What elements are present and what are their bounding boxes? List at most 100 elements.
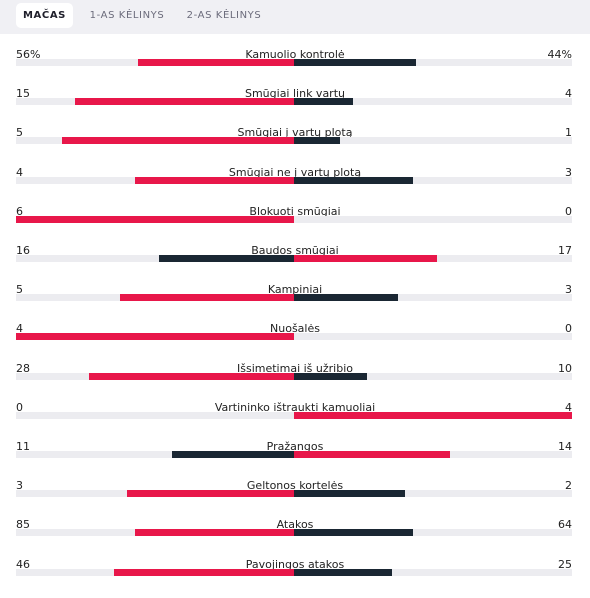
away-value: 1: [565, 126, 572, 140]
stat-row: 15 Smūgiai link vartų 4: [0, 87, 590, 127]
home-bar: [16, 215, 294, 223]
away-value: 4: [565, 400, 572, 414]
stat-label: Pavojingos atakos: [245, 557, 345, 571]
home-value: 3: [16, 479, 23, 493]
away-bar: [294, 59, 417, 66]
away-bar: [294, 568, 392, 576]
stat-bar-track: [16, 98, 572, 106]
away-bar: [294, 255, 438, 262]
home-value: 4: [16, 165, 23, 179]
home-value: 28: [16, 361, 30, 375]
away-value: 25: [558, 557, 572, 571]
stat-row: 5 Smūgiai į vartų plotą 1: [0, 126, 590, 166]
away-value: 64: [558, 518, 572, 532]
home-bar: [135, 529, 294, 537]
tab-first-half[interactable]: 1-AS KĖLINYS: [89, 10, 165, 21]
home-bar: [16, 333, 294, 341]
stat-bar-track: [16, 294, 572, 302]
home-bar: [62, 137, 294, 145]
stat-bar-track: [16, 215, 572, 223]
away-value: 4: [565, 87, 572, 101]
stat-row: 16 Baudos smūgiai 17: [0, 244, 590, 284]
away-bar: [294, 372, 368, 380]
home-bar: [171, 451, 294, 458]
stat-row: 3 Geltonos kortelės 2: [0, 479, 590, 519]
stat-row: 5 Kampiniai 3: [0, 283, 590, 323]
home-bar: [138, 59, 294, 66]
home-value: 5: [16, 283, 23, 297]
stat-row: 0 Vartininko ištraukti kamuoliai 4: [0, 401, 590, 441]
home-bar: [127, 490, 294, 498]
home-value: 85: [16, 518, 30, 532]
stat-bar-track: [16, 568, 572, 576]
away-value: 3: [565, 165, 572, 179]
home-bar: [74, 98, 294, 106]
stat-bar-track: [16, 372, 572, 380]
away-value: 2: [565, 479, 572, 493]
away-value: 3: [565, 283, 572, 297]
stat-label: Vartininko ištraukti kamuoliai: [214, 400, 376, 414]
stat-label: Smūgiai link vartų: [244, 87, 345, 101]
away-value: 10: [558, 361, 572, 375]
home-bar: [120, 294, 294, 302]
period-tabs: MAČAS 1-AS KĖLINYS 2-AS KĖLINYS: [0, 0, 590, 34]
home-bar: [89, 372, 294, 380]
stat-label: Baudos smūgiai: [251, 244, 339, 257]
away-bar: [294, 294, 399, 302]
stat-label: Blokuoti smūgiai: [249, 204, 341, 218]
stat-bar-track: [16, 255, 572, 262]
stat-label: Smūgiai į vartų plotą: [237, 126, 353, 140]
away-bar: [294, 529, 414, 537]
stat-bar-track: [16, 529, 572, 537]
stat-label: Smūgiai ne į vartų plotą: [228, 165, 362, 179]
home-value: 5: [16, 126, 23, 140]
away-value: 44%: [547, 48, 572, 61]
stat-row: 4 Nuošalės 0: [0, 322, 590, 362]
home-value: 16: [16, 244, 30, 257]
tab-second-half[interactable]: 2-AS KĖLINYS: [186, 10, 262, 21]
stat-row: 46 Pavojingos atakos 25: [0, 558, 590, 598]
stat-label: Kampiniai: [267, 283, 323, 297]
away-value: 14: [558, 440, 572, 453]
stat-row: 6 Blokuoti smūgiai 0: [0, 205, 590, 245]
stat-label: Išsimetimai iš užribio: [237, 361, 353, 375]
home-bar: [159, 255, 294, 262]
stat-bar-track: [16, 490, 572, 498]
stat-label: Kamuolio kontrolė: [245, 48, 345, 61]
stat-bar-track: [16, 137, 572, 145]
away-value: 0: [565, 322, 572, 336]
away-bar: [294, 98, 353, 106]
stat-row: 56% Kamuolio kontrolė 44%: [0, 48, 590, 88]
tab-match[interactable]: MAČAS: [16, 3, 73, 28]
home-value: 15: [16, 87, 30, 101]
away-value: 17: [558, 244, 572, 257]
home-bar: [113, 568, 294, 576]
home-value: 11: [16, 440, 30, 453]
stat-row: 85 Atakos 64: [0, 518, 590, 558]
away-bar: [294, 411, 572, 419]
home-value: 4: [16, 322, 23, 336]
stat-bar-track: [16, 451, 572, 458]
stat-label: Pražangos: [266, 440, 324, 453]
stat-label: Geltonos kortelės: [246, 479, 344, 493]
away-bar: [294, 176, 414, 184]
stat-row: 28 Išsimetimai iš užribio 10: [0, 362, 590, 402]
stat-bar-track: [16, 176, 572, 184]
home-bar: [135, 176, 294, 184]
stat-label: Atakos: [276, 518, 314, 532]
stat-bar-track: [16, 333, 572, 341]
stat-row: 4 Smūgiai ne į vartų plotą 3: [0, 166, 590, 206]
stat-row: 11 Pražangos 14: [0, 440, 590, 480]
away-bar: [294, 137, 341, 145]
home-value: 6: [16, 204, 23, 218]
away-value: 0: [565, 204, 572, 218]
stat-label: Nuošalės: [270, 322, 320, 336]
away-bar: [294, 451, 450, 458]
stat-bar-track: [16, 59, 572, 66]
stat-bar-track: [16, 411, 572, 419]
home-value: 46: [16, 557, 30, 571]
home-value: 56%: [16, 48, 41, 61]
away-bar: [294, 490, 406, 498]
home-value: 0: [16, 400, 23, 414]
